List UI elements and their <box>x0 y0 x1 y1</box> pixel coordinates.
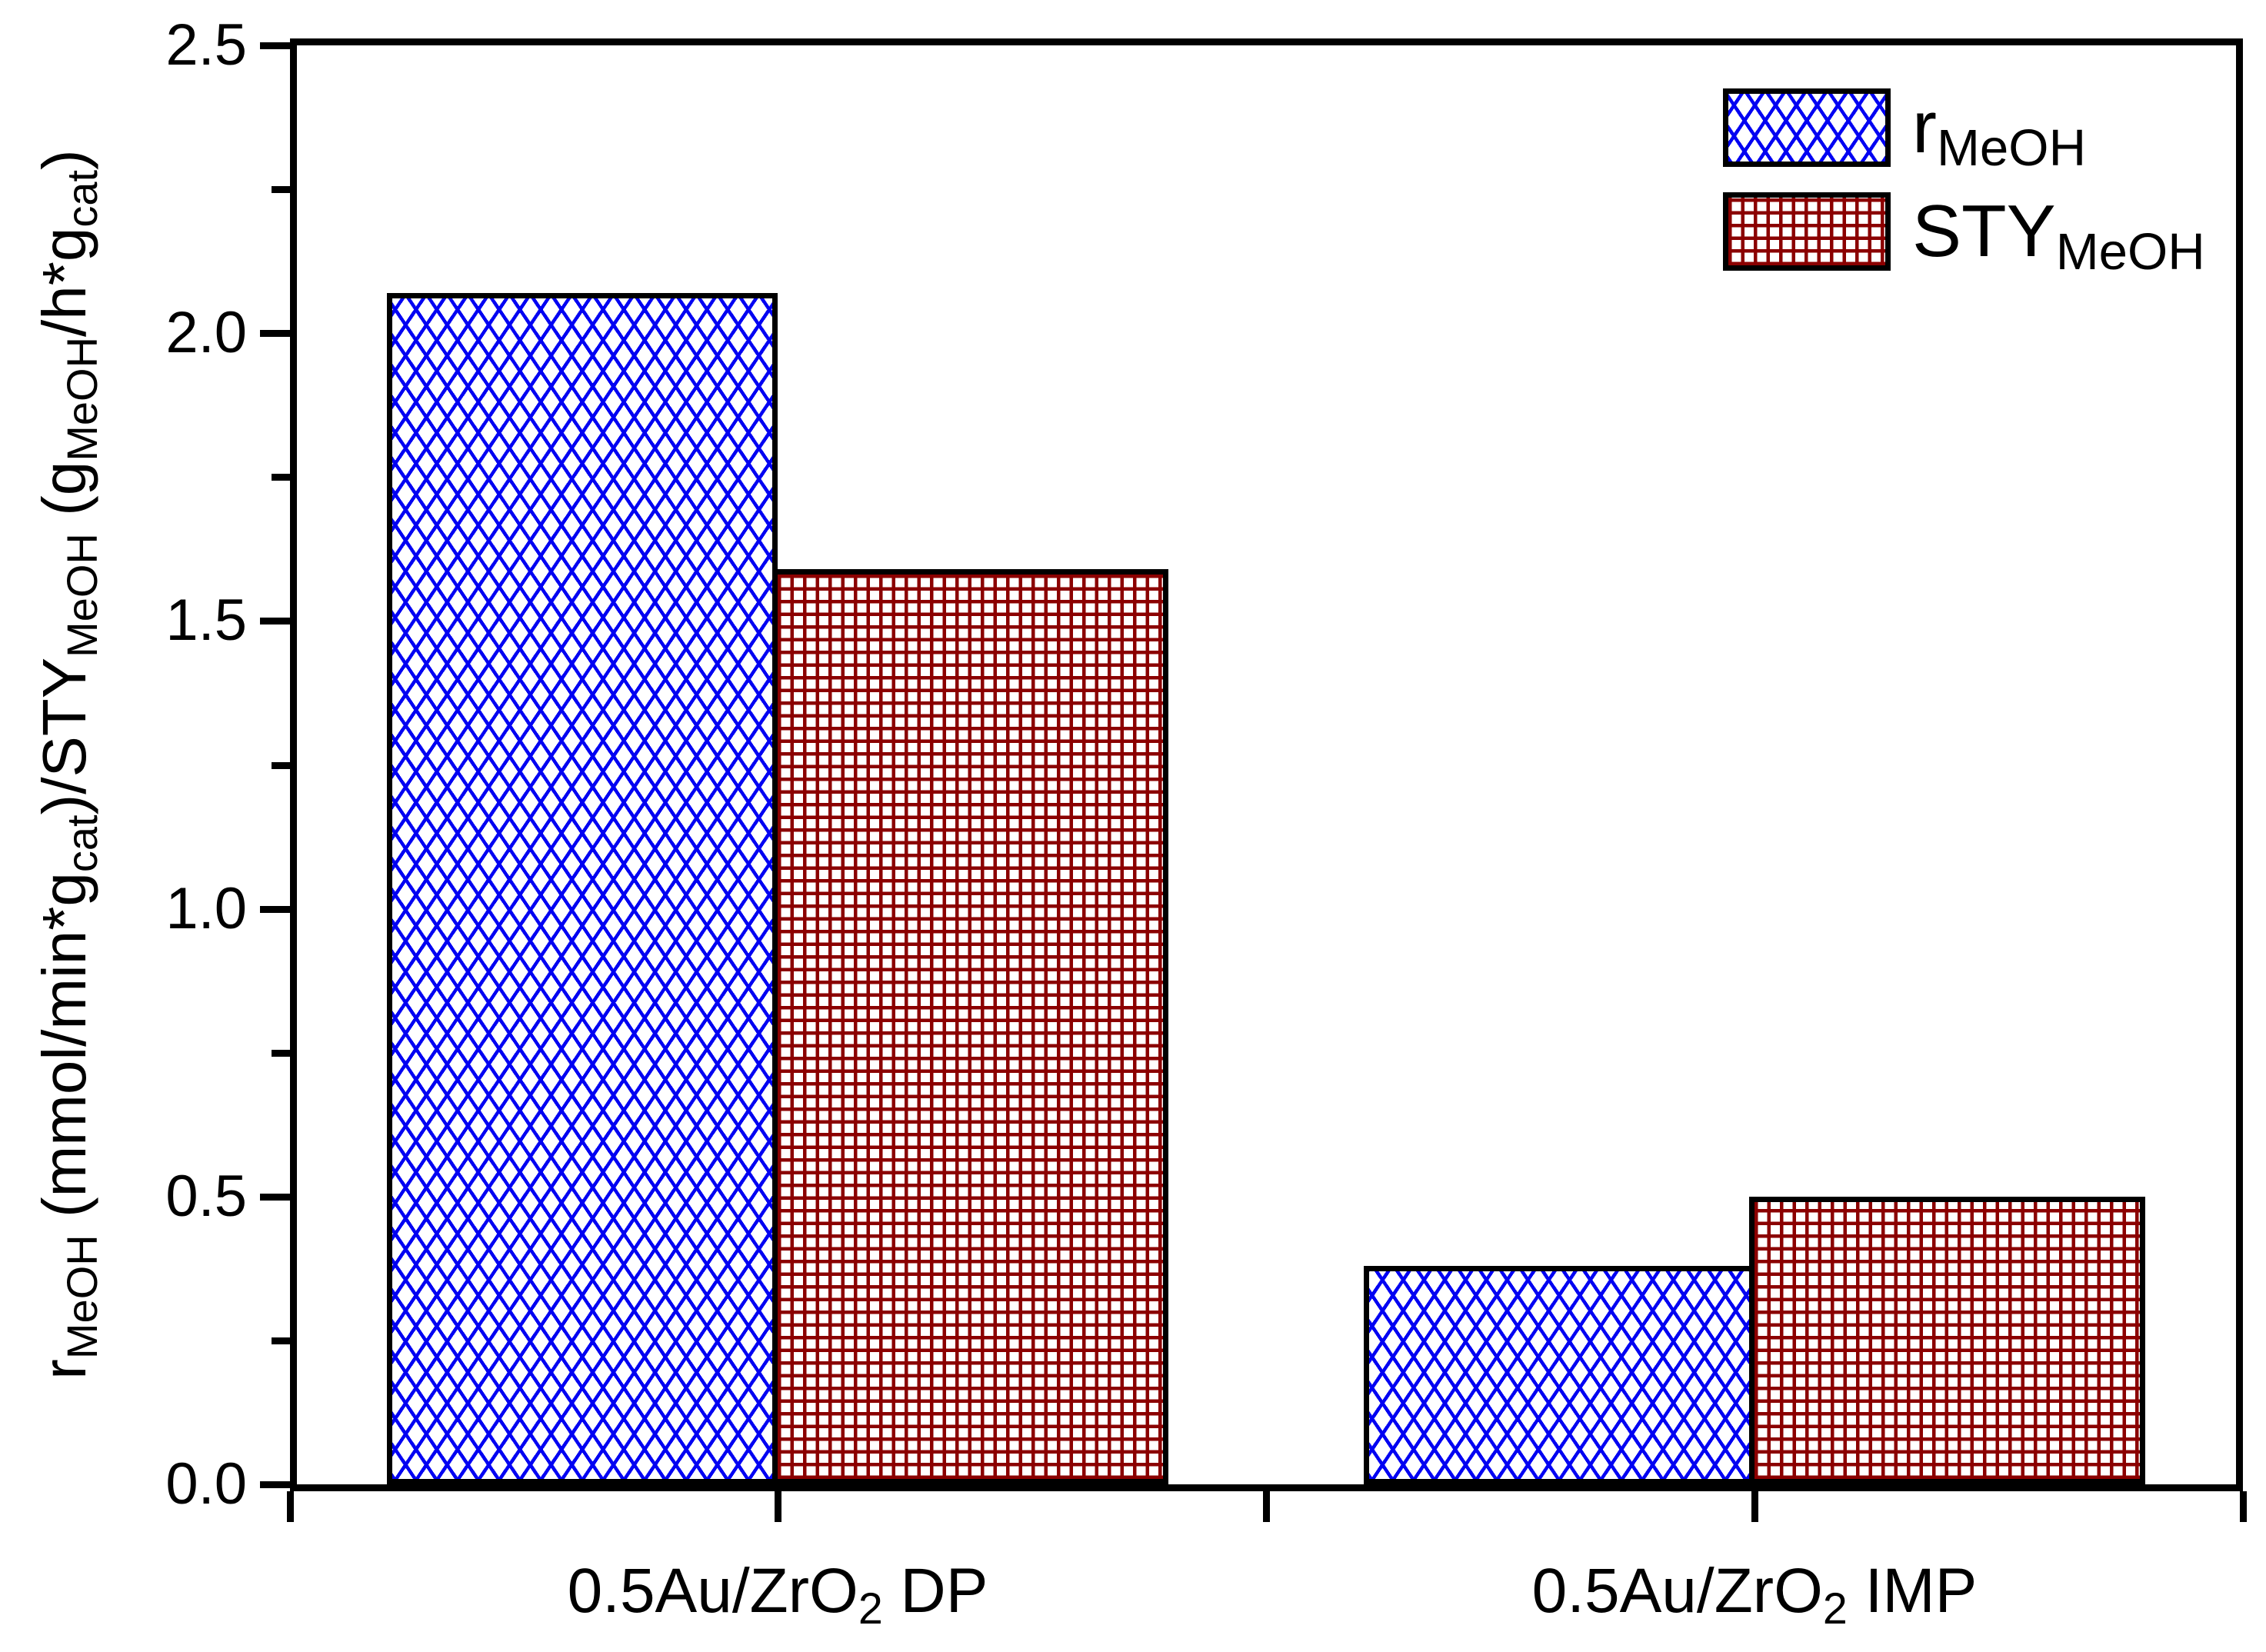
y-tick-label: 0.5 <box>165 1163 247 1229</box>
legend-item-rmeoh: rMeOH <box>1723 86 2087 178</box>
x-boundary-tick <box>287 1491 294 1522</box>
legend-label-rmeoh: rMeOH <box>1912 86 2087 178</box>
y-tick-label: 0.0 <box>165 1451 247 1517</box>
y-tick-label: 1.0 <box>165 875 247 941</box>
legend-swatch-crosshatch <box>1723 88 1891 167</box>
y-major-tick <box>260 1193 290 1201</box>
y-major-tick <box>260 905 290 913</box>
y-minor-tick <box>272 1049 290 1057</box>
y-major-tick <box>260 42 290 49</box>
y-minor-tick <box>272 1337 290 1344</box>
y-minor-tick <box>272 186 290 194</box>
legend-label-stymeoh: STYMeOH <box>1912 190 2205 281</box>
legend-swatch-grid <box>1723 192 1891 271</box>
y-major-tick <box>260 330 290 338</box>
x-boundary-tick <box>1263 1491 1270 1522</box>
x-boundary-tick <box>2240 1491 2247 1522</box>
bar-rmeoh-dp <box>387 293 778 1484</box>
x-category-tick <box>1751 1491 1758 1522</box>
bar-stymeoh-dp <box>772 569 1168 1484</box>
plot-area: rMeOH STYMeOH 2.5 2.0 1.5 1.0 0.5 0.0 <box>165 15 2247 1522</box>
y-major-tick <box>260 618 290 625</box>
y-minor-tick <box>272 761 290 769</box>
y-tick-label: 2.0 <box>165 300 247 366</box>
y-tick-label: 2.5 <box>165 12 247 78</box>
y-major-tick <box>260 1481 290 1488</box>
x-category-label-dp: 0.5Au/ZrO2 DP <box>567 1556 988 1634</box>
bar-stymeoh-imp <box>1749 1197 2145 1484</box>
y-minor-tick <box>272 474 290 481</box>
x-category-tick <box>775 1491 781 1522</box>
legend-item-stymeoh: STYMeOH <box>1723 190 2205 281</box>
x-category-label-imp: 0.5Au/ZrO2 IMP <box>1531 1556 1978 1634</box>
y-tick-label: 1.5 <box>165 588 247 654</box>
bar-rmeoh-imp <box>1364 1266 1754 1484</box>
